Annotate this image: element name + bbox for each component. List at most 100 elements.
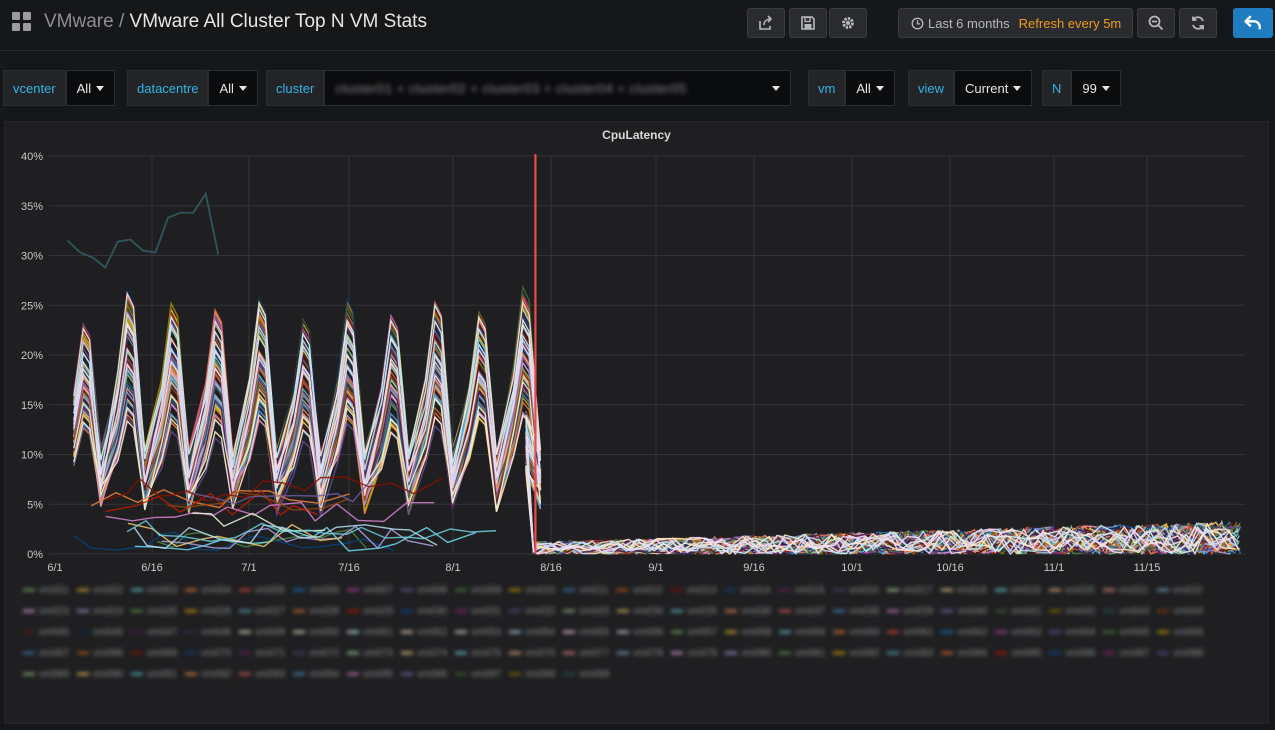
legend-item[interactable]: vm073 <box>347 648 393 659</box>
legend-item[interactable]: vm042 <box>1049 606 1095 617</box>
legend-item[interactable]: vm078 <box>617 648 663 659</box>
legend-item[interactable]: vm003 <box>131 585 177 596</box>
legend-item[interactable]: vm036 <box>725 606 771 617</box>
legend-item[interactable]: vm054 <box>509 627 555 638</box>
legend-item[interactable]: vm075 <box>455 648 501 659</box>
legend-item[interactable]: vm079 <box>671 648 717 659</box>
legend-item[interactable]: vm015 <box>778 585 825 596</box>
legend-item[interactable]: vm061 <box>887 627 933 638</box>
legend-item[interactable]: vm048 <box>185 627 231 638</box>
legend-item[interactable]: vm008 <box>401 585 447 596</box>
legend-item[interactable]: vm032 <box>509 606 555 617</box>
legend-item[interactable]: vm023 <box>23 606 69 617</box>
legend-item[interactable]: vm058 <box>725 627 771 638</box>
variable-cluster-dropdown[interactable]: cluster01 + cluster02 + cluster03 + clus… <box>324 70 792 106</box>
legend-item[interactable]: vm086 <box>1049 648 1095 659</box>
legend-item[interactable]: vm095 <box>347 669 393 680</box>
legend-item[interactable]: vm028 <box>293 606 339 617</box>
zoom-out-button[interactable] <box>1137 8 1175 38</box>
legend-item[interactable]: vm057 <box>671 627 717 638</box>
legend-item[interactable]: vm062 <box>941 627 987 638</box>
legend-item[interactable]: vm001 <box>23 585 69 596</box>
legend-item[interactable]: vm074 <box>401 648 447 659</box>
variable-datacentre-dropdown[interactable]: All <box>208 70 258 106</box>
share-button[interactable] <box>747 8 785 38</box>
variable-vcenter-dropdown[interactable]: All <box>65 70 116 106</box>
legend-item[interactable]: vm097 <box>455 669 501 680</box>
legend-item[interactable]: vm055 <box>563 627 609 638</box>
legend-item[interactable]: vm017 <box>886 585 933 596</box>
legend-item[interactable]: vm076 <box>509 648 555 659</box>
cpu-latency-chart[interactable]: 0% 5% 10% 15% 20% 25% 30% 35% 40% 6/1 6/16 7/1 7/16 8… <box>5 122 1268 577</box>
back-to-dashboard-button[interactable] <box>1233 8 1273 38</box>
legend-item[interactable]: vm063 <box>995 627 1041 638</box>
legend-item[interactable]: vm007 <box>347 585 393 596</box>
legend-item[interactable]: vm022 <box>1156 585 1203 596</box>
legend-item[interactable]: vm029 <box>347 606 393 617</box>
settings-button[interactable] <box>829 8 867 38</box>
legend-item[interactable]: vm092 <box>185 669 231 680</box>
legend-item[interactable]: vm011 <box>563 585 608 596</box>
refresh-button[interactable] <box>1179 8 1217 38</box>
legend-item[interactable]: vm098 <box>509 669 555 680</box>
legend-item[interactable]: vm020 <box>1048 585 1095 596</box>
legend-item[interactable]: vm039 <box>887 606 933 617</box>
legend-item[interactable]: vm069 <box>131 648 177 659</box>
legend-item[interactable]: vm066 <box>1157 627 1203 638</box>
legend-item[interactable]: vm091 <box>131 669 177 680</box>
legend-item[interactable]: vm087 <box>1103 648 1149 659</box>
variable-n-dropdown[interactable]: 99 <box>1071 70 1121 106</box>
legend-item[interactable]: vm014 <box>724 585 770 596</box>
legend-item[interactable]: vm059 <box>779 627 825 638</box>
legend-item[interactable]: vm090 <box>77 669 123 680</box>
legend-item[interactable]: vm053 <box>455 627 501 638</box>
legend-item[interactable]: vm047 <box>131 627 177 638</box>
legend-item[interactable]: vm081 <box>779 648 825 659</box>
legend-item[interactable]: vm021 <box>1102 585 1149 596</box>
legend-item[interactable]: vm052 <box>401 627 447 638</box>
panel-title[interactable]: CpuLatency <box>602 128 671 142</box>
legend-item[interactable]: vm027 <box>239 606 285 617</box>
legend-item[interactable]: vm038 <box>833 606 879 617</box>
legend-item[interactable]: vm031 <box>455 606 501 617</box>
legend-item[interactable]: vm084 <box>941 648 987 659</box>
legend-item[interactable]: vm013 <box>670 585 716 596</box>
legend-item[interactable]: vm064 <box>1049 627 1095 638</box>
legend-item[interactable]: vm033 <box>563 606 609 617</box>
legend-item[interactable]: vm046 <box>77 627 123 638</box>
legend-item[interactable]: vm085 <box>995 648 1041 659</box>
legend-item[interactable]: vm050 <box>293 627 339 638</box>
legend-item[interactable]: vm030 <box>401 606 447 617</box>
legend-item[interactable]: vm049 <box>239 627 285 638</box>
legend-item[interactable]: vm043 <box>1103 606 1149 617</box>
legend-item[interactable]: vm065 <box>1103 627 1149 638</box>
legend-item[interactable]: vm099 <box>563 669 609 680</box>
legend-item[interactable]: vm067 <box>23 648 69 659</box>
legend-item[interactable]: vm041 <box>995 606 1041 617</box>
save-button[interactable] <box>789 8 827 38</box>
legend-item[interactable]: vm094 <box>293 669 339 680</box>
legend-item[interactable]: vm012 <box>616 585 662 596</box>
legend-item[interactable]: vm019 <box>994 585 1041 596</box>
legend-item[interactable]: vm004 <box>185 585 231 596</box>
legend-item[interactable]: vm026 <box>185 606 231 617</box>
legend-item[interactable]: vm005 <box>239 585 285 596</box>
legend-item[interactable]: vm040 <box>941 606 987 617</box>
variable-view-dropdown[interactable]: Current <box>954 70 1033 106</box>
legend-item[interactable]: vm083 <box>887 648 933 659</box>
legend-item[interactable]: vm037 <box>779 606 825 617</box>
dashboard-grid-icon[interactable] <box>12 12 32 32</box>
time-range-picker[interactable]: Last 6 months Refresh every 5m <box>898 8 1133 38</box>
legend-item[interactable]: vm010 <box>509 585 555 596</box>
legend-item[interactable]: vm088 <box>1157 648 1203 659</box>
legend-item[interactable]: vm016 <box>832 585 879 596</box>
legend-item[interactable]: vm025 <box>131 606 177 617</box>
legend-item[interactable]: vm089 <box>23 669 69 680</box>
legend-item[interactable]: vm006 <box>293 585 339 596</box>
legend-item[interactable]: vm068 <box>77 648 123 659</box>
legend-item[interactable]: vm035 <box>671 606 717 617</box>
legend-item[interactable]: vm096 <box>401 669 447 680</box>
legend-item[interactable]: vm009 <box>455 585 501 596</box>
legend-item[interactable]: vm080 <box>725 648 771 659</box>
legend-item[interactable]: vm045 <box>23 627 69 638</box>
